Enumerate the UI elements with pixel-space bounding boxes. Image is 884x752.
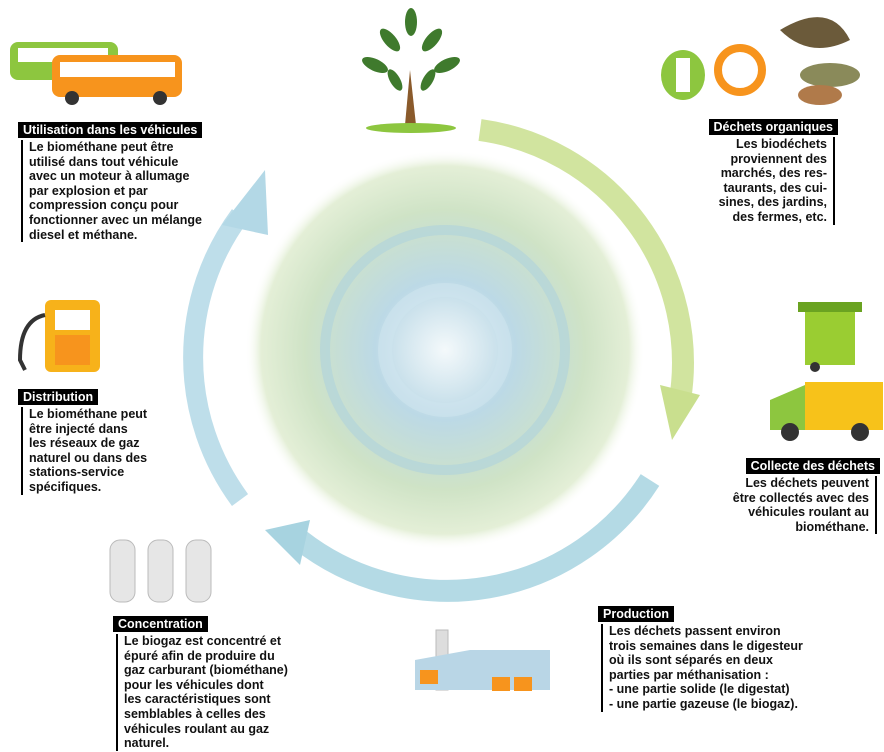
text-line: semblables à celles des <box>124 707 288 722</box>
text-line: naturel ou dans des <box>29 451 147 466</box>
text-line: les caractéristiques sont <box>124 692 288 707</box>
text-line: parties par méthanisation : <box>609 668 803 683</box>
text-line: spécifiques. <box>29 480 147 495</box>
section-title: Collecte des déchets <box>746 458 880 474</box>
arrow-head <box>222 170 268 235</box>
text-line: - une partie solide (le digestat) <box>609 682 803 697</box>
text-line: par explosion et par <box>29 184 202 199</box>
text-line: compression conçu pour <box>29 198 202 213</box>
tanks-icon <box>110 540 211 602</box>
text-line: Les biodéchets <box>709 137 827 152</box>
factory-icon <box>415 630 550 691</box>
text-line: - une partie gazeuse (le biogaz). <box>609 697 803 712</box>
text-line: pour les véhicules dont <box>124 678 288 693</box>
arrow-arc <box>193 215 240 500</box>
section-title: Concentration <box>113 616 208 632</box>
text-line: Le biométhane peut être <box>29 140 202 155</box>
tree-icon <box>360 8 462 133</box>
text-line: véhicules roulant au <box>733 505 869 520</box>
text-line: taurants, des cui- <box>709 181 827 196</box>
text-line: gaz carburant (biométhane) <box>124 663 288 678</box>
text-line: trois semaines dans le digesteur <box>609 639 803 654</box>
section-title: Distribution <box>18 389 98 405</box>
text-line: marchés, des res- <box>709 166 827 181</box>
bin-icon <box>798 302 862 372</box>
water-circle <box>245 150 645 550</box>
text-line: avec un moteur à allumage <box>29 169 202 184</box>
section-title: Production <box>598 606 674 622</box>
text-line: diesel et méthane. <box>29 228 202 243</box>
text-line: Les déchets peuvent <box>733 476 869 491</box>
text-line: Le biogaz est concentré et <box>124 634 288 649</box>
text-line: Les déchets passent environ <box>609 624 803 639</box>
bus-icon <box>10 42 182 105</box>
section-title: Déchets organiques <box>709 119 838 135</box>
text-line: des fermes, etc. <box>709 210 827 225</box>
text-line: les réseaux de gaz <box>29 436 147 451</box>
text-line: proviennent des <box>709 152 827 167</box>
section-title: Utilisation dans les véhicules <box>18 122 202 138</box>
text-line: être collectés avec des <box>733 491 869 506</box>
text-line: où ils sont séparés en deux <box>609 653 803 668</box>
text-line: naturel. <box>124 736 288 751</box>
text-line: Le biométhane peut <box>29 407 147 422</box>
truck-icon <box>770 382 883 441</box>
pump-icon <box>20 300 100 372</box>
text-line: être injecté dans <box>29 422 147 437</box>
page: Utilisation dans les véhicules Le biométh… <box>0 0 884 752</box>
text-line: utilisé dans tout véhicule <box>29 155 202 170</box>
text-line: fonctionner avec un mélange <box>29 213 202 228</box>
arrow-head <box>660 385 700 440</box>
text-line: épuré afin de produire du <box>124 649 288 664</box>
text-line: véhicules roulant au gaz <box>124 722 288 737</box>
text-line: sines, des jardins, <box>709 195 827 210</box>
section-vehicles: Utilisation dans les véhicules Le biométh… <box>18 122 202 242</box>
arrow-head <box>265 520 310 565</box>
organic-waste-icon <box>661 17 860 105</box>
text-line: biométhane. <box>733 520 869 535</box>
text-line: stations-service <box>29 465 147 480</box>
